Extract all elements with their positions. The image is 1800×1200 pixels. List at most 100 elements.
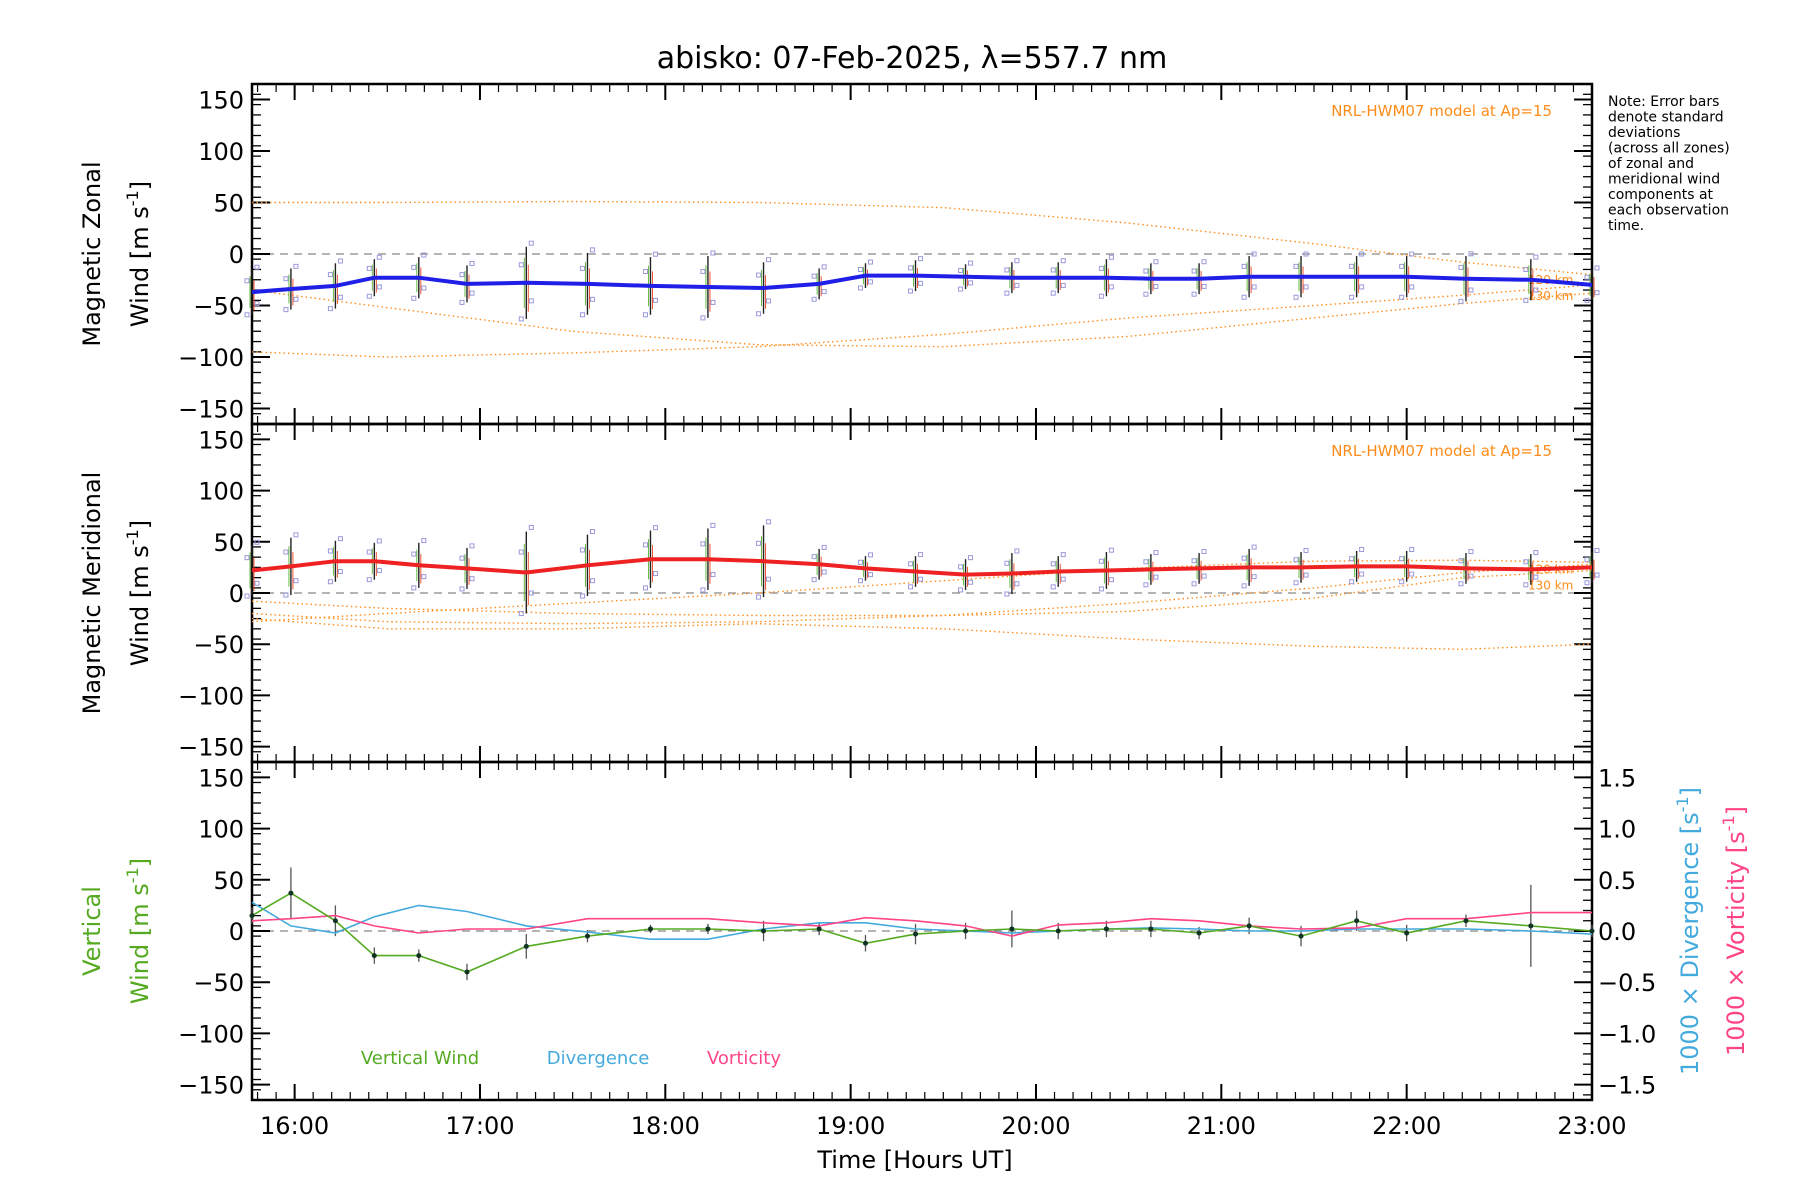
zone-marker (1014, 548, 1020, 554)
zone-marker (756, 540, 762, 546)
model-height-label: 130 km (1528, 289, 1573, 303)
y-axis-label-text: Wind [m s (126, 545, 154, 666)
zone-marker (421, 574, 427, 580)
model-label: NRL-HWM07 model at Ap=15 (1331, 442, 1552, 460)
zone-marker (908, 561, 914, 567)
zone-marker (1399, 294, 1405, 300)
zone-marker (700, 541, 706, 547)
y-tick-label: −50 (193, 293, 244, 321)
zone-marker (459, 272, 465, 278)
vertical-wind-point (1246, 923, 1252, 929)
zone-marker (1108, 254, 1114, 260)
zone-marker (1153, 259, 1159, 265)
zone-marker (1303, 284, 1309, 290)
zone-marker (1359, 251, 1365, 257)
vorticity-axis-end: ] (1722, 806, 1750, 815)
zone-marker (283, 592, 289, 598)
zone-marker (327, 272, 333, 278)
zone-marker (652, 251, 658, 257)
zone-marker (421, 285, 427, 291)
divergence-axis-sup: -1 (1673, 796, 1692, 812)
zone-marker (254, 539, 260, 545)
y-axis-label-line1: Magnetic Zonal (78, 161, 106, 346)
zone-marker (1409, 251, 1415, 257)
zone-marker (528, 524, 534, 530)
zone-marker (1584, 580, 1590, 586)
zone-marker (1004, 267, 1010, 273)
zone-marker (1523, 559, 1529, 565)
zone-marker (1201, 259, 1207, 265)
y-axis-label-line2: Wind [m s-1] (123, 520, 154, 666)
zone-marker (867, 259, 873, 265)
y-tick-label: −150 (178, 396, 244, 424)
zone-marker (327, 579, 333, 585)
y-axis-label-line1: Magnetic Meridional (78, 472, 106, 715)
zone-marker (1594, 290, 1600, 296)
zone-marker (811, 296, 817, 302)
note-line: denote standard (1608, 110, 1724, 126)
zone-marker (1153, 283, 1159, 289)
zone-marker (1004, 560, 1010, 566)
zone-marker (1293, 557, 1299, 563)
zone-marker (283, 307, 289, 313)
zone-marker (766, 257, 772, 263)
zone-marker (1359, 571, 1365, 577)
zone-marker (1293, 263, 1299, 269)
x-tick-label: 18:00 (631, 1112, 700, 1140)
zone-marker (958, 564, 964, 570)
zone-marker (1523, 582, 1529, 588)
vertical-wind-point (249, 913, 255, 919)
vertical-wind-point (963, 928, 969, 934)
zone-marker (710, 572, 716, 578)
vertical-wind-point (913, 931, 919, 937)
zone-marker (1251, 544, 1257, 550)
zone-marker (1014, 258, 1020, 264)
y-axis-label-end: ] (126, 520, 154, 529)
figure-title: abisko: 07-Feb-2025, λ=557.7 nm (657, 41, 1168, 76)
note-line: of zonal and (1608, 156, 1694, 172)
divergence-axis-text: 1000 × Divergence [s (1676, 812, 1704, 1075)
zone-marker (1153, 550, 1159, 556)
zone-marker (469, 290, 475, 296)
zone-marker (1153, 574, 1159, 580)
zone-marker (1251, 284, 1257, 290)
zone-marker (1584, 297, 1590, 303)
zone-marker (1399, 556, 1405, 562)
zone-marker (1241, 583, 1247, 589)
zone-marker (244, 278, 250, 284)
zone-marker (293, 578, 299, 584)
zone-marker (421, 538, 427, 544)
zone-marker (908, 288, 914, 294)
x-tick-label: 22:00 (1372, 1112, 1441, 1140)
y2-tick-label: 1.0 (1598, 816, 1636, 844)
note-line: meridional wind (1608, 172, 1720, 188)
zone-marker (1533, 287, 1539, 293)
vertical-wind-point (1589, 928, 1595, 934)
y-axis-label-line2: Wind [m s-1] (123, 181, 154, 327)
zone-marker (642, 542, 648, 548)
zone-marker (1458, 264, 1464, 270)
y-axis-label-line2: Wind [m s-1] (123, 858, 154, 1004)
model-curve (251, 289, 1593, 348)
zone-marker (254, 264, 260, 270)
zone-marker (1143, 268, 1149, 274)
zone-marker (958, 286, 964, 292)
vertical-wind-point (1009, 926, 1015, 932)
y-tick-label: 100 (198, 478, 244, 506)
y-tick-label: −50 (193, 969, 244, 997)
zone-marker (337, 258, 343, 264)
note-line: deviations (1608, 125, 1680, 141)
y2-tick-label: −0.5 (1598, 969, 1656, 997)
zone-marker (376, 567, 382, 573)
vertical-wind-point (761, 928, 767, 934)
zone-marker (958, 267, 964, 273)
zone-marker (528, 590, 534, 596)
zone-marker (1098, 586, 1104, 592)
y-tick-label: 0 (229, 580, 244, 608)
zone-marker (1349, 556, 1355, 562)
zone-marker (1098, 558, 1104, 564)
zone-marker (244, 593, 250, 599)
zone-marker (528, 298, 534, 304)
zone-marker (857, 266, 863, 272)
